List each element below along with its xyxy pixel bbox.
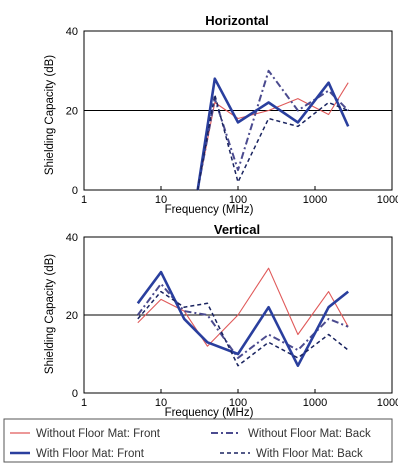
y-tick-label: 0: [72, 388, 78, 400]
legend-label-without-front: Without Floor Mat: Front: [36, 428, 161, 440]
plot-area: 1 10 100 1000 10000 0 20 40: [66, 26, 398, 206]
legend-label-with-front: With Floor Mat: Front: [36, 448, 145, 460]
x-tick-label: 1000: [303, 397, 327, 409]
panel-vertical: Vertical Shielding Capacity (dB) Frequen…: [44, 222, 398, 419]
x-tick-label: 10: [155, 397, 167, 409]
series-without-front: [197, 82, 349, 191]
y-tick-label: 0: [72, 185, 78, 197]
series-with-front: [196, 77, 350, 191]
x-tick-label: 100: [229, 194, 247, 206]
x-tick-label: 1000: [303, 194, 327, 206]
y-tick-label: 40: [66, 232, 78, 244]
x-tick-label: 1: [81, 194, 87, 206]
y-tick-label: 20: [66, 310, 78, 322]
legend-label-with-back: With Floor Mat: Back: [256, 448, 363, 460]
series-with-front: [136, 270, 350, 368]
y-axis-label: Shielding Capacity (dB): [44, 254, 56, 374]
x-tick-label: 10: [155, 194, 167, 206]
panel-title: Vertical: [214, 222, 260, 237]
series-without-front: [137, 267, 349, 347]
plot-area: 1 10 100 1000 10000 0 20 40: [66, 232, 398, 409]
y-tick-label: 40: [66, 26, 78, 38]
series-with-back: [137, 290, 349, 367]
x-axis-label: Frequency (MHz): [165, 204, 254, 216]
x-tick-label: 10000: [377, 194, 398, 206]
y-axis-label: Shielding Capacity (dB): [44, 55, 56, 175]
panel-horizontal: Horizontal Shielding Capacity (dB) Frequ…: [44, 13, 398, 216]
x-tick-label: 10000: [377, 397, 398, 409]
x-tick-label: 1: [81, 397, 87, 409]
legend-box: [3, 418, 393, 463]
x-tick-label: 100: [229, 397, 247, 409]
panel-title: Horizontal: [205, 13, 269, 28]
legend: Without Floor Mat: Front Without Floor M…: [3, 418, 393, 463]
x-axis-label: Frequency (MHz): [165, 407, 254, 419]
y-tick-label: 20: [66, 106, 78, 118]
legend-label-without-back: Without Floor Mat: Back: [248, 428, 371, 440]
